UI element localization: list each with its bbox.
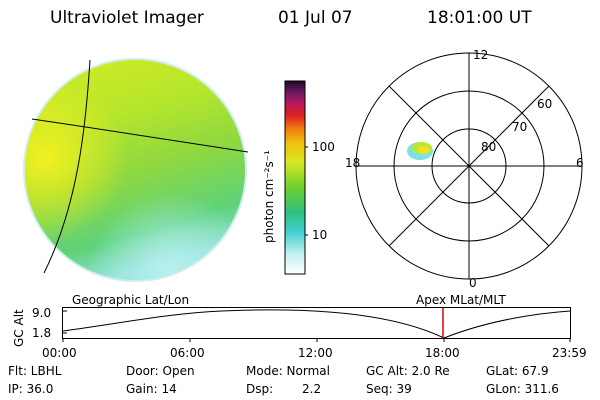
strip-x-tick-1800: 18:00 <box>425 346 460 360</box>
info-dsp-label: Dsp: <box>246 382 274 396</box>
mlt-label-6: 6 <box>576 156 584 170</box>
lat-label-70: 70 <box>512 120 528 134</box>
uv-image-disk <box>23 58 249 282</box>
lat-label-60: 60 <box>537 97 553 111</box>
time-label: 18:01:00 UT <box>427 8 532 28</box>
strip-x-tick-2359: 23:59 <box>552 346 587 360</box>
info-gc-alt: GC Alt: 2.0 Re <box>366 364 450 378</box>
info-ip: IP: 36.0 <box>8 382 54 396</box>
info-glon: GLon: 311.6 <box>486 382 559 396</box>
strip-x-tick-0000: 00:00 <box>42 346 77 360</box>
info-glat: GLat: 67.9 <box>486 364 549 378</box>
strip-x-tick-0600: 06:00 <box>170 346 205 360</box>
strip-y-tick-1-8: 1.8 <box>32 326 52 340</box>
info-seq: Seq: 39 <box>366 382 412 396</box>
strip-x-tick-1200: 12:00 <box>298 346 333 360</box>
info-dsp-value: 2.2 <box>302 382 322 396</box>
latitude-line <box>31 118 249 153</box>
mlt-label-18: 18 <box>345 156 361 170</box>
window-title: Ultraviolet Imager <box>50 8 204 28</box>
info-filter: Flt: LBHL <box>8 364 62 378</box>
info-mode: Mode: Normal <box>246 364 330 378</box>
strip-y-tick-9: 9.0 <box>32 306 52 320</box>
altitude-curve <box>62 309 571 339</box>
strip-right-title: Apex MLat/MLT <box>416 293 506 307</box>
gc-altitude-strip <box>62 307 571 342</box>
info-door: Door: Open <box>126 364 195 378</box>
mlt-label-12: 12 <box>473 48 489 62</box>
mlt-label-0: 0 <box>469 276 477 290</box>
strip-left-title: Geographic Lat/Lon <box>72 293 190 307</box>
colorbar-tick-10: 10 <box>312 228 328 242</box>
color-scale-bar <box>284 80 308 275</box>
date-label: 01 Jul 07 <box>278 8 353 28</box>
colorbar-tick-100: 100 <box>312 140 335 154</box>
colorbar-unit-label: photon cm⁻²s⁻¹ <box>262 150 276 243</box>
longitude-line <box>43 59 91 274</box>
lat-label-80: 80 <box>481 140 497 154</box>
info-gain: Gain: 14 <box>126 382 177 396</box>
strip-y-axis-label: GC Alt <box>12 309 26 347</box>
polar-mlat-mlt-plot <box>355 52 583 280</box>
